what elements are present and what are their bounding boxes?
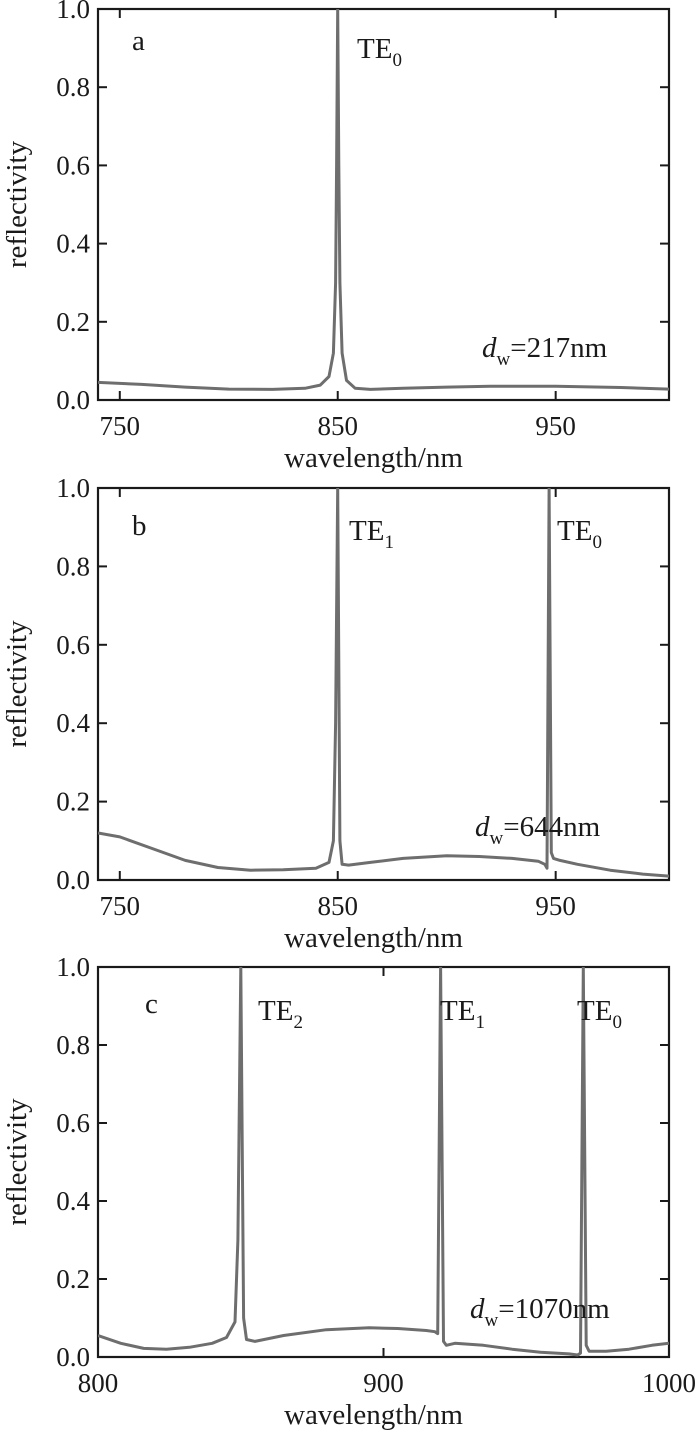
x-axis-label: wavelength/nm <box>284 442 463 474</box>
y-tick-label: 0.8 <box>56 72 90 102</box>
panel-c: 0.0 0.2 0.4 0.6 0.8 1.0 800 900 1000 wavelength/n… <box>1 952 696 1431</box>
y-tick-label: 0.0 <box>56 1342 90 1372</box>
x-axis-label: wavelength/nm <box>284 922 463 954</box>
plot-frame <box>96 486 671 882</box>
x-tick-label: 750 <box>100 891 141 921</box>
y-tick-label: 1.0 <box>56 0 90 24</box>
reflectivity-curve <box>98 488 669 878</box>
y-tick-label: 0.6 <box>56 630 90 660</box>
mode-label: TE2 <box>258 995 303 1033</box>
x-tick-label: 750 <box>100 411 141 441</box>
y-tick-label: 0.0 <box>56 865 90 895</box>
panel-a: 0.0 0.2 0.4 0.6 0.8 1.0 750 850 950 wavelength/nm… <box>1 0 671 474</box>
mode-label: TE0 <box>557 515 602 553</box>
x-tick-label: 1000 <box>642 1368 696 1398</box>
mode-label: TE0 <box>357 33 402 71</box>
panel-label: b <box>132 510 147 542</box>
panel-label: c <box>145 988 158 1020</box>
y-axis-label: reflectivity <box>1 1098 33 1226</box>
thickness-annotation: dw=644nm <box>475 811 601 849</box>
y-axis-label: reflectivity <box>1 620 33 748</box>
mode-label: TE0 <box>577 995 622 1033</box>
panel-b: 0.0 0.2 0.4 0.6 0.8 1.0 750 850 950 wavelength/nm… <box>1 473 671 954</box>
x-tick-label: 950 <box>535 891 576 921</box>
y-tick-label: 0.6 <box>56 1108 90 1138</box>
y-tick-label: 0.0 <box>56 385 90 415</box>
thickness-annotation: dw=217nm <box>482 332 608 370</box>
y-tick-label: 1.0 <box>56 952 90 982</box>
panel-label: a <box>132 25 145 57</box>
y-tick-label: 0.2 <box>56 307 90 337</box>
y-tick-label: 0.4 <box>56 1186 90 1216</box>
y-tick-label: 0.8 <box>56 551 90 581</box>
y-tick-label: 0.2 <box>56 1264 90 1294</box>
y-tick-label: 0.2 <box>56 787 90 817</box>
y-tick-label: 0.8 <box>56 1030 90 1060</box>
mode-label: TE1 <box>440 995 485 1033</box>
x-tick-label: 900 <box>363 1368 404 1398</box>
y-tick-label: 0.6 <box>56 150 90 180</box>
y-tick-label: 0.4 <box>56 229 90 259</box>
x-tick-label: 850 <box>317 891 358 921</box>
reflectivity-curve <box>98 9 669 391</box>
y-tick-label: 1.0 <box>56 473 90 503</box>
y-tick-label: 0.4 <box>56 708 90 738</box>
x-axis-label: wavelength/nm <box>284 1399 463 1431</box>
x-tick-label: 800 <box>78 1368 119 1398</box>
reflectivity-curve <box>98 967 669 1357</box>
thickness-annotation: dw=1070nm <box>470 1293 610 1331</box>
x-tick-label: 950 <box>535 411 576 441</box>
y-axis-label: reflectivity <box>1 140 33 268</box>
plot-frame <box>96 7 671 402</box>
x-tick-label: 850 <box>317 411 358 441</box>
mode-label: TE1 <box>349 515 394 553</box>
